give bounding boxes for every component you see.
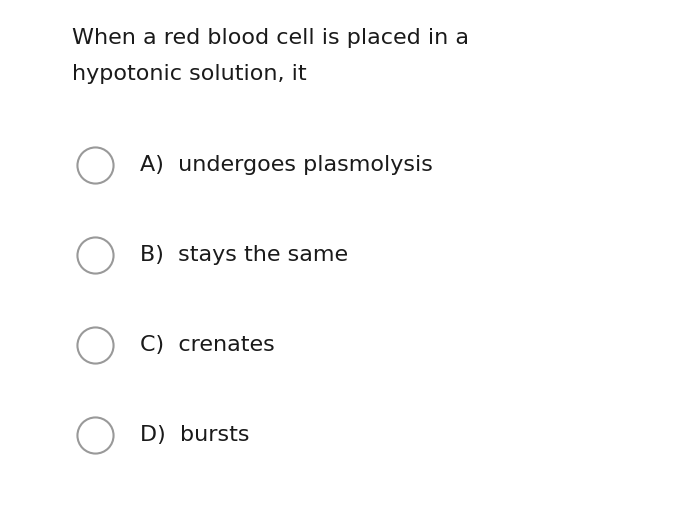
Text: hypotonic solution, it: hypotonic solution, it xyxy=(72,64,307,84)
Text: When a red blood cell is placed in a: When a red blood cell is placed in a xyxy=(72,28,469,48)
Text: A)  undergoes plasmolysis: A) undergoes plasmolysis xyxy=(140,155,433,175)
Text: C)  crenates: C) crenates xyxy=(140,335,274,355)
Text: B)  stays the same: B) stays the same xyxy=(140,245,348,265)
Text: D)  bursts: D) bursts xyxy=(140,425,249,445)
